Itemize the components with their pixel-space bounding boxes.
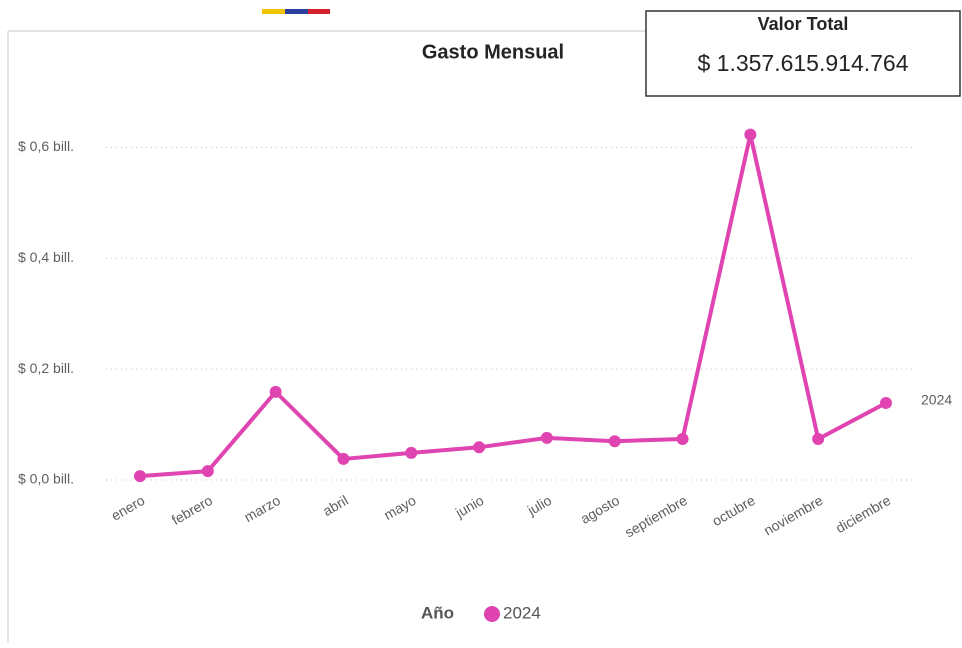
data-point — [473, 441, 486, 454]
legend-label: 2024 — [503, 603, 541, 622]
decor — [262, 9, 285, 14]
x-tick-label: diciembre — [833, 492, 894, 536]
x-tick-label: mayo — [381, 492, 419, 523]
x-tick-label: julio — [524, 492, 555, 519]
card-value: $ 1.357.615.914.764 — [697, 50, 908, 76]
data-point — [880, 396, 892, 409]
series-line — [139, 132, 887, 479]
decor — [308, 9, 330, 14]
data-point — [337, 452, 350, 465]
legend-title: Año — [421, 603, 454, 622]
data-point — [812, 432, 825, 445]
kpi-card — [645, 10, 961, 97]
data-point — [134, 470, 146, 483]
x-tick-label: agosto — [578, 492, 623, 527]
data-point — [269, 385, 282, 398]
decor — [285, 9, 308, 14]
y-tick-label: $ 0,0 bill. — [18, 471, 74, 487]
x-tick-label: noviembre — [761, 492, 826, 539]
card-title: Valor Total — [758, 14, 849, 34]
legend-marker — [484, 606, 500, 622]
data-point — [608, 435, 621, 448]
y-tick-label: $ 0,6 bill. — [18, 138, 74, 154]
x-tick-label: junio — [452, 492, 487, 521]
data-point — [744, 128, 757, 141]
data-point — [540, 431, 553, 444]
data-point — [676, 432, 689, 445]
data-point — [201, 465, 214, 478]
chart-title: Gasto Mensual — [422, 41, 564, 63]
x-tick-label: marzo — [241, 492, 283, 525]
data-point — [405, 446, 418, 459]
y-tick-label: $ 0,4 bill. — [18, 249, 74, 265]
y-tick-label: $ 0,2 bill. — [18, 360, 74, 376]
x-tick-label: abril — [320, 492, 351, 519]
x-tick-label: enero — [108, 492, 147, 524]
x-tick-label: febrero — [169, 492, 216, 528]
x-tick-label: septiembre — [622, 492, 690, 541]
series-end-label: 2024 — [921, 392, 952, 408]
x-tick-label: octubre — [709, 492, 758, 529]
